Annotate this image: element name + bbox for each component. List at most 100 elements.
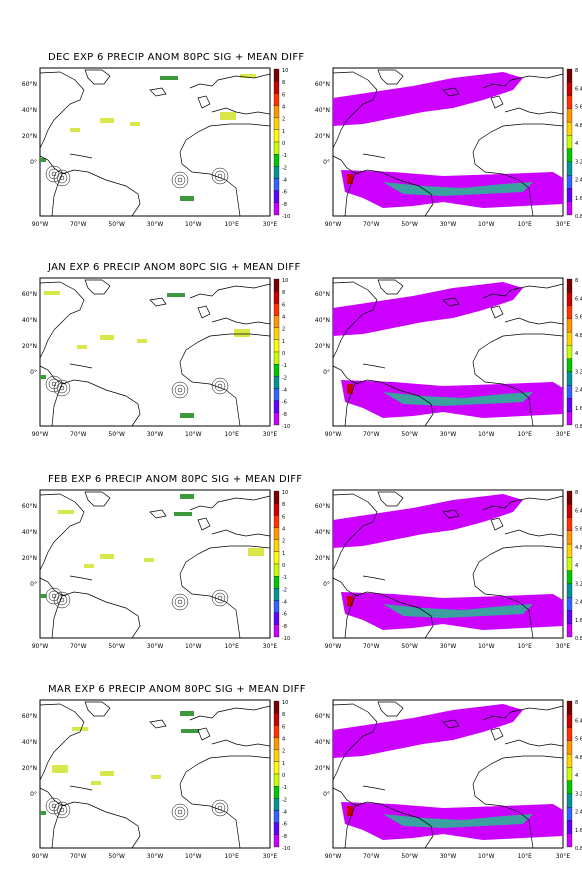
anomaly-patch (167, 293, 185, 297)
coastline (39, 577, 67, 597)
coastline (149, 719, 167, 729)
lon-tick-label: 30°W (147, 643, 164, 650)
coastline (362, 153, 386, 159)
coastline (332, 155, 360, 175)
lon-tick-label: 70°W (363, 853, 380, 860)
lon-tick-label: 50°W (401, 431, 418, 438)
lon-tick-label: 10°E (224, 853, 239, 860)
coastline (442, 719, 460, 729)
coastline (490, 305, 504, 319)
coastline (504, 529, 564, 537)
coastline (472, 125, 534, 217)
coastline (482, 283, 564, 299)
lat-tick-label: 20°N (22, 555, 37, 562)
colorbar-label: -8 (282, 412, 287, 418)
colorbar-label: -10 (282, 214, 290, 220)
lon-tick-label: 90°W (325, 431, 342, 438)
lon-tick-label: 70°W (70, 853, 87, 860)
anomaly-patch (130, 122, 140, 126)
lat-tick-label: 20°N (22, 343, 37, 350)
lon-tick-label: 10°W (185, 431, 202, 438)
colorbar-swatch (566, 610, 573, 624)
coastline (332, 703, 378, 781)
colorbar-label: 2 (282, 539, 285, 545)
colorbar-label: 5.6 (575, 527, 582, 533)
mean-diff-max (347, 384, 353, 394)
coastline (332, 577, 360, 597)
colorbar-label: -2 (282, 165, 287, 171)
colorbar-swatch (566, 82, 573, 96)
lat-tick-label: 40°N (22, 107, 37, 114)
coastline (51, 595, 63, 639)
contour-line (171, 803, 189, 821)
mean-diff-north-band (333, 282, 523, 336)
mean-diff-north-band (333, 72, 523, 126)
lat-tick-label: 60°N (22, 81, 37, 88)
panel-title: JAN EXP 6 PRECIP ANOM 80PC SIG + MEAN DI… (48, 262, 301, 273)
coastline (39, 787, 67, 807)
lat-tick-label: 0° (30, 369, 37, 376)
lon-tick-label: 90°W (32, 221, 49, 228)
colorbar-label: 2.4 (575, 810, 582, 816)
colorbar-label: 6 (282, 514, 285, 520)
colorbar-swatch (566, 780, 573, 795)
colorbar-label: 6.4 (575, 86, 582, 92)
coastline (502, 755, 564, 759)
lon-tick-label: 70°W (70, 431, 87, 438)
mean-diff-core (383, 814, 533, 828)
colorbar-swatch (566, 793, 573, 808)
lon-tick-label: 90°W (325, 643, 342, 650)
coastline (490, 727, 504, 741)
contour-line (53, 169, 71, 187)
lat-tick-label: 20°N (315, 765, 330, 772)
coastline (149, 509, 167, 519)
lon-tick-label: 30°W (440, 221, 457, 228)
anomaly-patch (248, 548, 264, 556)
coastline (179, 757, 241, 849)
coastline (332, 787, 360, 807)
coastline (197, 517, 211, 531)
coastline (189, 73, 271, 89)
lon-tick-label: 90°W (325, 221, 342, 228)
colorbar-swatch (566, 597, 573, 611)
coastline (332, 365, 360, 385)
contour-line (171, 593, 189, 611)
colorbar-label: 8 (282, 290, 285, 296)
coastline (211, 107, 271, 115)
colorbar-swatch (566, 833, 573, 848)
coastline (39, 703, 85, 781)
colorbar-swatch (566, 807, 573, 821)
colorbar-label: 4.8 (575, 755, 582, 761)
anomaly-patch (220, 112, 236, 120)
coastline (209, 333, 271, 337)
coastline (209, 755, 271, 759)
colorbar-swatch (566, 517, 573, 531)
colorbar-label: 6.4 (575, 508, 582, 514)
anomaly-patch (40, 375, 46, 379)
coastline (69, 575, 93, 581)
colorbar-swatch (566, 490, 573, 505)
colorbar-label: 3.2 (575, 791, 582, 797)
coastline (179, 547, 241, 639)
coastline (377, 279, 404, 295)
lon-tick-label: 70°W (363, 221, 380, 228)
anomaly-patch (160, 76, 178, 80)
lat-tick-label: 20°N (315, 555, 330, 562)
colorbar-label: 0 (282, 773, 285, 779)
colorbar-label: 3.2 (575, 369, 582, 375)
lon-tick-label: 30°W (147, 431, 164, 438)
anomaly-patch (180, 413, 194, 418)
colorbar-swatch (566, 161, 573, 176)
right-panel-3: 90°W 70°W 50°W 30°W 10°W 10°E 30°E 60°N 40°N 20°N… (315, 699, 582, 860)
coastline (39, 365, 67, 385)
coastline (332, 493, 378, 571)
colorbar-label: 3.2 (575, 159, 582, 165)
colorbar-swatch (566, 371, 573, 386)
coastline (504, 739, 564, 747)
left-panel-0: 90°W 70°W 50°W 30°W 10°W 10°E 30°E 60°N 40°N 20°N… (22, 67, 290, 228)
colorbar-label: 1.6 (575, 196, 582, 202)
coastline (490, 95, 504, 109)
colorbar-swatch (566, 820, 573, 834)
colorbar-swatch (566, 68, 573, 83)
contour-line (211, 167, 229, 185)
